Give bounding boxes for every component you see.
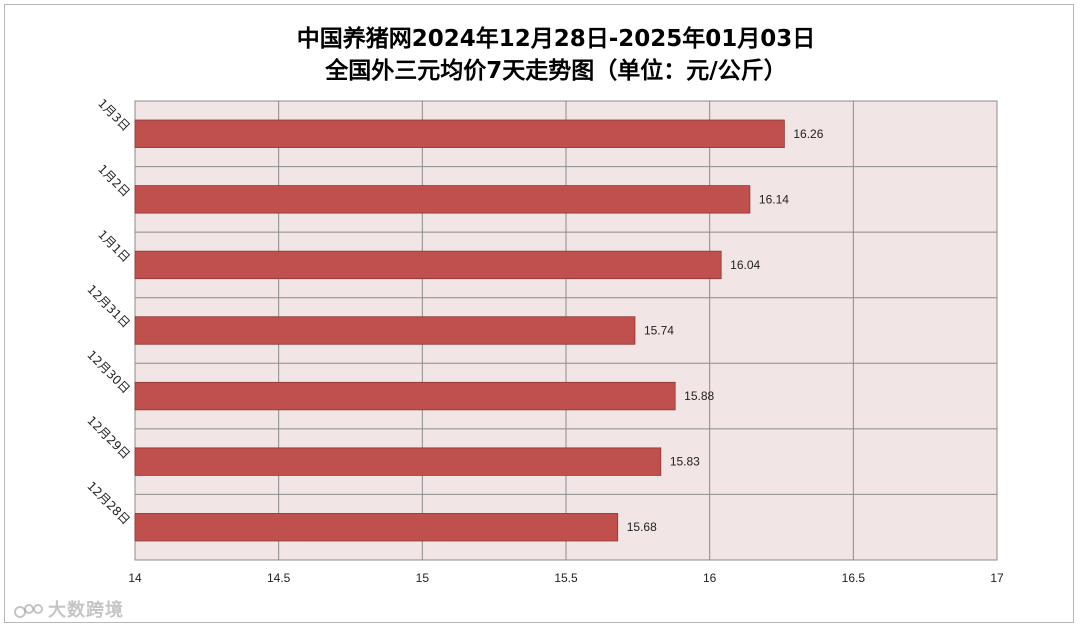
data-label-6: 15.83: [670, 455, 700, 469]
data-label-7: 15.68: [627, 520, 657, 534]
data-label-4: 15.74: [644, 324, 674, 338]
x-tick-label-1: 14: [128, 571, 142, 585]
plot-area: 16.26 16.14 16.04 15.74 15.88 15.83 15.68 1月3日 1…: [84, 96, 1004, 585]
category-label-1: 1月3日: [95, 96, 133, 134]
bar-2: [134, 185, 751, 214]
bar-1: [134, 119, 785, 148]
bar-6: [134, 447, 662, 476]
category-label-2: 1月2日: [95, 162, 133, 200]
x-tick-label-3: 15: [416, 571, 430, 585]
category-label-6: 12月29日: [84, 413, 132, 461]
x-tick-label-6: 16.5: [842, 571, 866, 585]
watermark-text: 大数跨境: [48, 600, 124, 621]
category-label-5: 12月30日: [84, 348, 132, 396]
chart-title-line-2: 全国外三元均价7天走势图（单位：元/公斤）: [324, 57, 786, 84]
category-label-4: 12月31日: [84, 282, 132, 330]
x-tick-label-7: 17: [990, 571, 1004, 585]
data-label-1: 16.26: [793, 127, 823, 141]
data-label-3: 16.04: [730, 258, 760, 272]
dashuju-logo-icon: [14, 604, 43, 618]
category-label-7: 12月28日: [84, 479, 132, 527]
chart-title-line-1: 中国养猪网2024年12月28日-2025年01月03日: [297, 25, 816, 52]
x-tick-label-2: 14.5: [267, 571, 291, 585]
x-tick-label-5: 16: [703, 571, 717, 585]
watermark: 大数跨境: [14, 596, 124, 622]
bar-7: [134, 513, 619, 542]
bar-5: [134, 381, 676, 411]
category-label-3: 1月1日: [95, 227, 133, 265]
data-label-5: 15.88: [684, 389, 714, 403]
data-label-2: 16.14: [759, 192, 789, 206]
chart-title: 中国养猪网2024年12月28日-2025年01月03日 全国外三元均价7天走势…: [297, 25, 816, 84]
bar-4: [134, 316, 636, 345]
x-tick-label-4: 15.5: [554, 571, 578, 585]
bar-3: [134, 250, 722, 280]
